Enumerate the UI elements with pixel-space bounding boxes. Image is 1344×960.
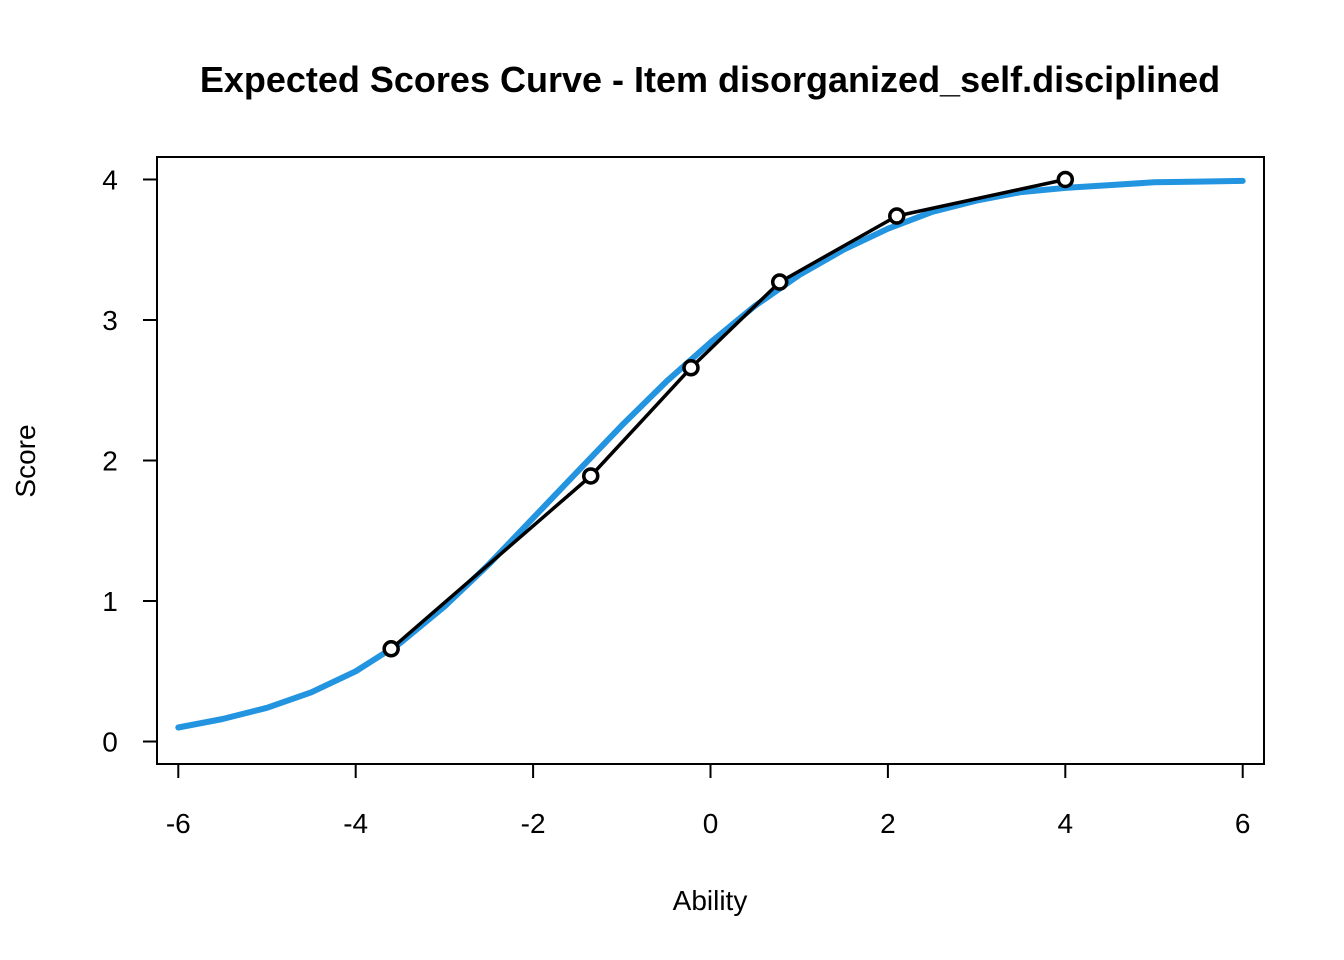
observed-point: [1056, 170, 1075, 189]
x-tick-label: 0: [703, 808, 719, 839]
x-tick-label: -6: [166, 808, 191, 839]
observed-point: [888, 207, 906, 225]
plot-area: [175, 170, 1246, 731]
observed-point: [682, 359, 700, 377]
x-tick-label: 2: [880, 808, 896, 839]
observed-point: [382, 640, 400, 658]
x-axis: -6 -4 -2 0 2 4 6: [166, 763, 1251, 839]
y-tick-label: 3: [102, 305, 118, 336]
y-tick-label: 4: [102, 164, 118, 195]
observed-score-line: [390, 177, 1066, 651]
y-axis: 0 1 2 3 4: [102, 164, 158, 758]
x-tick-label: -4: [343, 808, 368, 839]
y-axis-label: Score: [10, 424, 41, 497]
x-tick-label: 6: [1235, 808, 1251, 839]
y-tick-label: 0: [102, 727, 118, 758]
x-tick-label: -2: [521, 808, 546, 839]
x-axis-label: Ability: [673, 885, 748, 916]
chart-title: Expected Scores Curve - Item disorganize…: [200, 59, 1220, 100]
plot-frame: [156, 156, 1265, 765]
x-tick-label: 4: [1058, 808, 1074, 839]
observed-point: [770, 273, 789, 291]
y-tick-label: 2: [102, 446, 118, 477]
expected-score-curve: [175, 177, 1246, 731]
observed-point: [582, 467, 600, 485]
y-tick-label: 1: [102, 586, 118, 617]
